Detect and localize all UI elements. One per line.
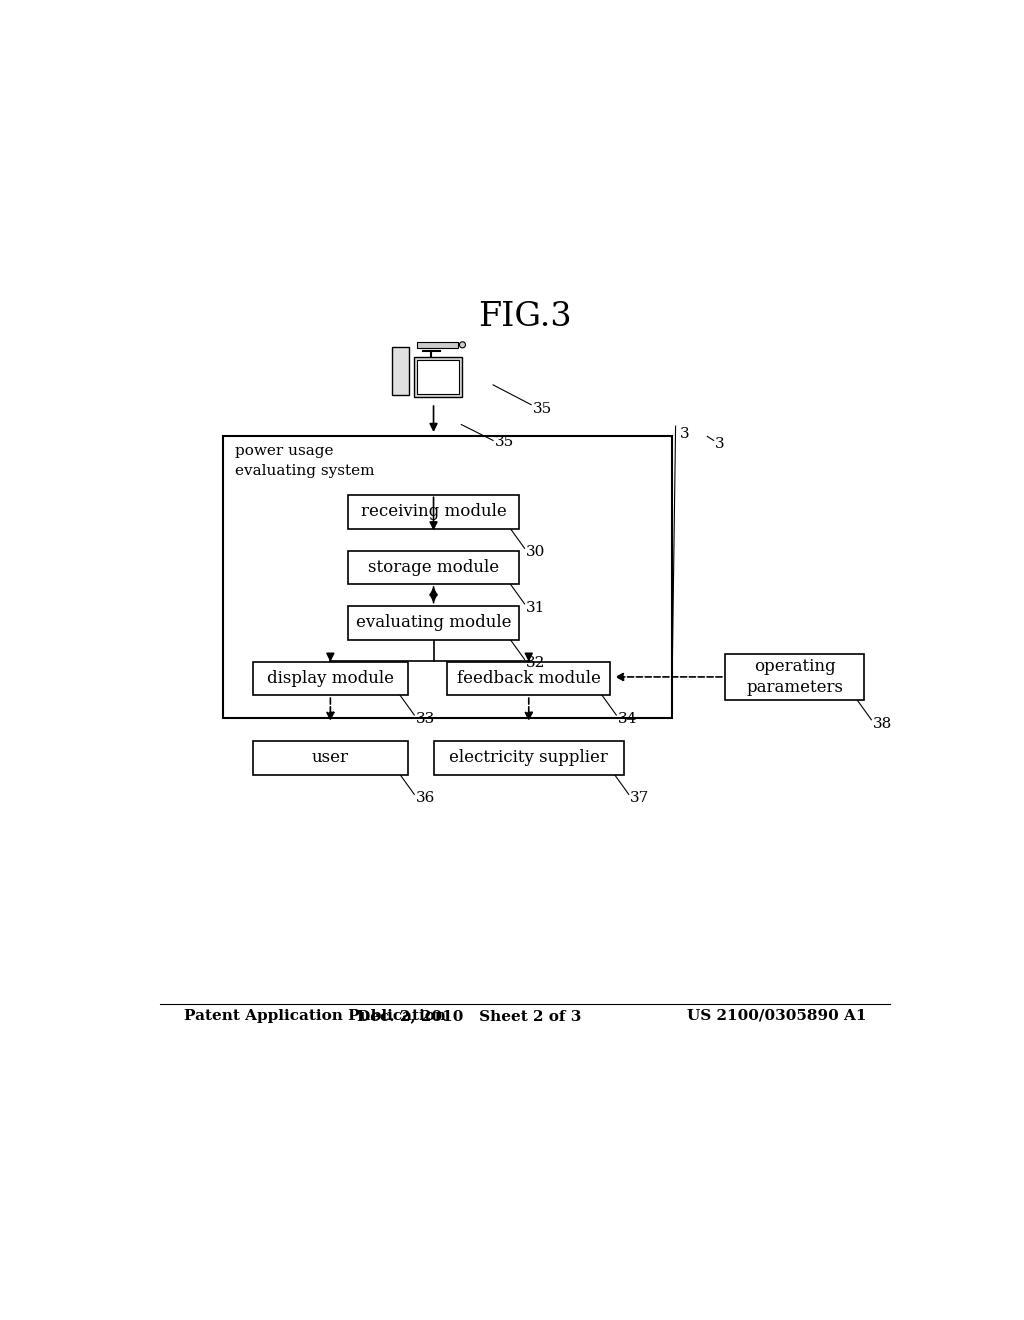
Bar <box>417 360 460 393</box>
Text: evaluating module: evaluating module <box>355 614 511 631</box>
Bar <box>433 742 624 775</box>
Text: storage module: storage module <box>368 558 499 576</box>
Text: Dec. 2, 2010   Sheet 2 of 3: Dec. 2, 2010 Sheet 2 of 3 <box>357 1008 582 1023</box>
Bar <box>348 495 519 528</box>
Text: receiving module: receiving module <box>360 503 507 520</box>
Text: display module: display module <box>267 671 394 686</box>
Text: 3: 3 <box>716 437 725 451</box>
Bar <box>348 606 519 640</box>
Text: 34: 34 <box>617 711 637 726</box>
Text: 3: 3 <box>680 428 689 441</box>
Text: power usage
evaluating system: power usage evaluating system <box>236 445 375 478</box>
Text: feedback module: feedback module <box>457 671 601 686</box>
Text: 37: 37 <box>631 791 649 805</box>
Text: 31: 31 <box>526 601 546 615</box>
Bar <box>223 437 672 718</box>
Text: 36: 36 <box>416 791 435 805</box>
Bar <box>414 358 462 396</box>
Text: operating
parameters: operating parameters <box>746 657 843 696</box>
Bar <box>392 347 409 395</box>
Text: 33: 33 <box>416 711 435 726</box>
Text: 30: 30 <box>526 545 546 560</box>
Circle shape <box>460 342 466 348</box>
Bar <box>417 342 458 347</box>
Text: electricity supplier: electricity supplier <box>450 750 608 767</box>
Bar <box>725 653 864 700</box>
Text: 35: 35 <box>495 436 514 449</box>
Text: FIG.3: FIG.3 <box>478 301 571 334</box>
Bar <box>253 661 408 696</box>
Bar <box>253 742 408 775</box>
Text: 32: 32 <box>526 656 546 671</box>
Bar <box>447 661 610 696</box>
Text: user: user <box>312 750 349 767</box>
Text: 35: 35 <box>532 401 552 416</box>
Bar <box>348 550 519 583</box>
Text: 38: 38 <box>873 717 892 731</box>
Text: US 2100/0305890 A1: US 2100/0305890 A1 <box>686 1008 866 1023</box>
Text: Patent Application Publication: Patent Application Publication <box>183 1008 445 1023</box>
